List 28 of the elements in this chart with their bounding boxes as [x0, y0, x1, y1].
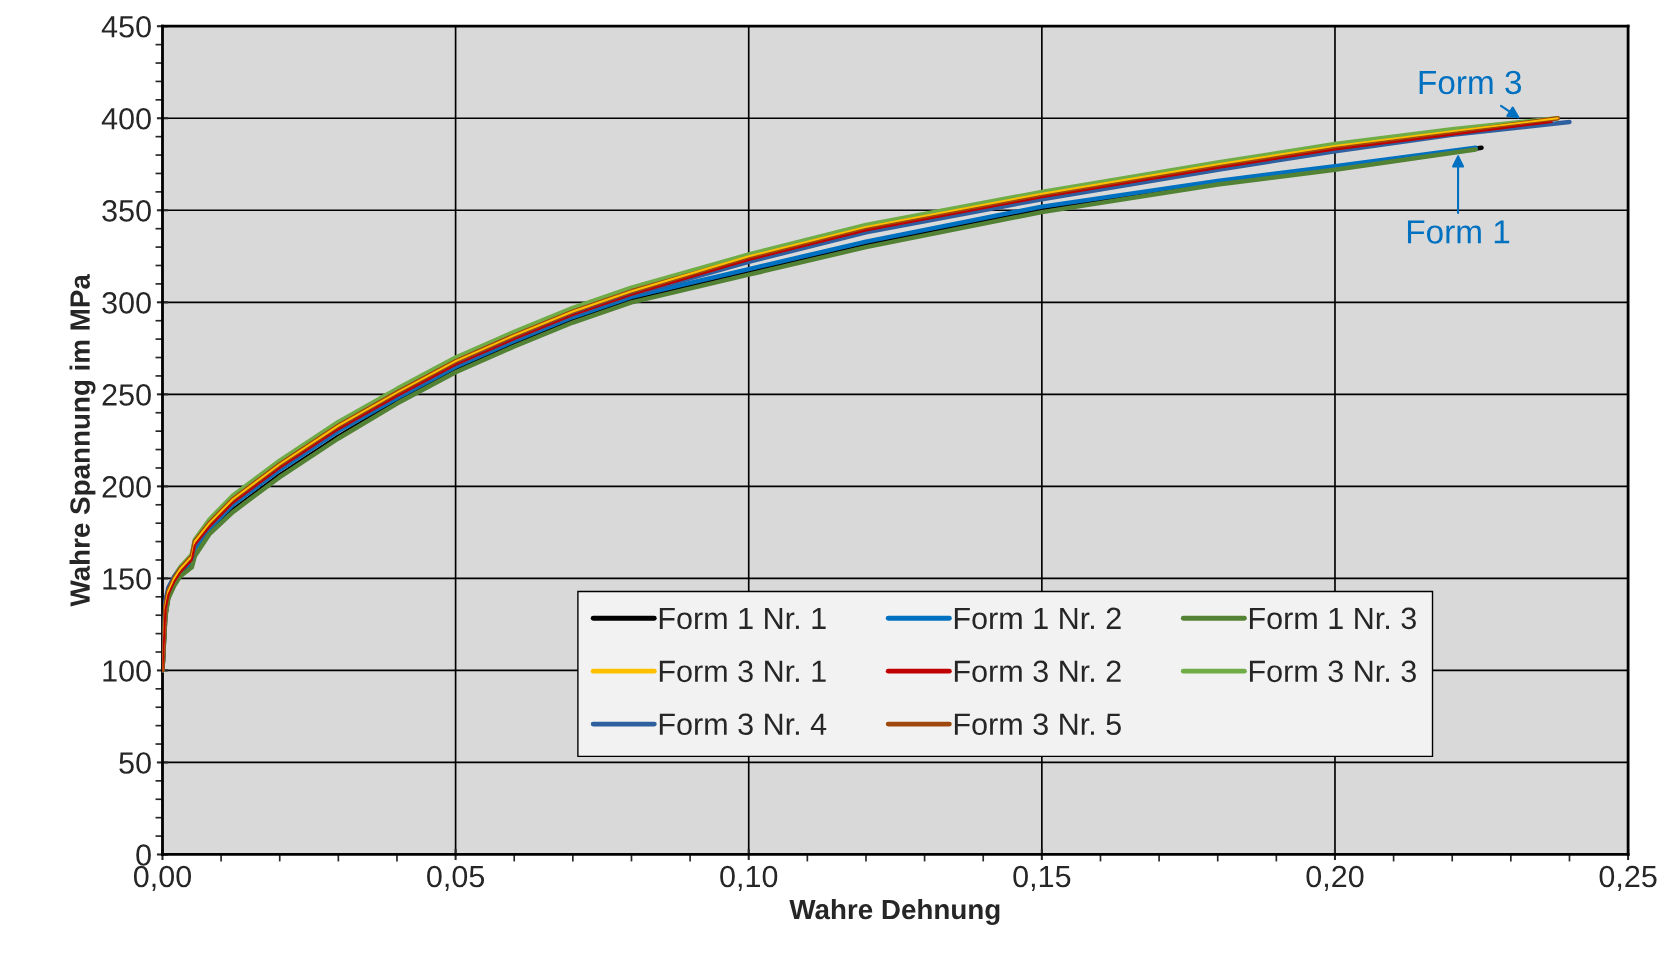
y-tick-label: 0	[136, 844, 151, 866]
x-tick-label: 0,05	[427, 865, 485, 891]
x-tick-label: 0,25	[1599, 865, 1657, 891]
legend-label: Form 3 Nr. 4	[659, 713, 827, 736]
annotation: Form 1	[1407, 220, 1510, 244]
legend-label: Form 3 Nr. 3	[1249, 660, 1416, 683]
y-tick-label: 250	[102, 384, 151, 406]
x-tick-label: 0,10	[720, 865, 778, 891]
legend-label: Form 1 Nr. 1	[659, 607, 826, 630]
x-tick-label: 0,00	[133, 865, 192, 891]
y-tick-label: 450	[101, 15, 151, 38]
y-tick-label: 350	[102, 200, 151, 222]
annotation: Form 3	[1419, 70, 1522, 95]
y-tick-label: 400	[101, 107, 151, 130]
legend-label: Form 1 Nr. 3	[1249, 607, 1416, 630]
y-tick-label: 100	[103, 660, 151, 682]
y-tick-label: 200	[102, 476, 151, 498]
y-tick-label: 300	[102, 292, 151, 314]
x-tick-label: 0,20	[1306, 865, 1364, 891]
y-tick-label: 150	[103, 568, 151, 590]
y-tick-label: 50	[119, 752, 151, 774]
legend-label: Form 1 Nr. 2	[954, 607, 1121, 630]
y-axis-title: Wahre Spannung im MPa	[69, 274, 96, 607]
x-axis-title: Wahre Dehnung	[789, 898, 1000, 925]
legend-label: Form 3 Nr. 1	[659, 660, 826, 683]
legend-label: Form 3 Nr. 5	[954, 713, 1121, 736]
x-tick-label: 0,15	[1013, 865, 1071, 891]
legend-label: Form 3 Nr. 2	[954, 660, 1121, 683]
